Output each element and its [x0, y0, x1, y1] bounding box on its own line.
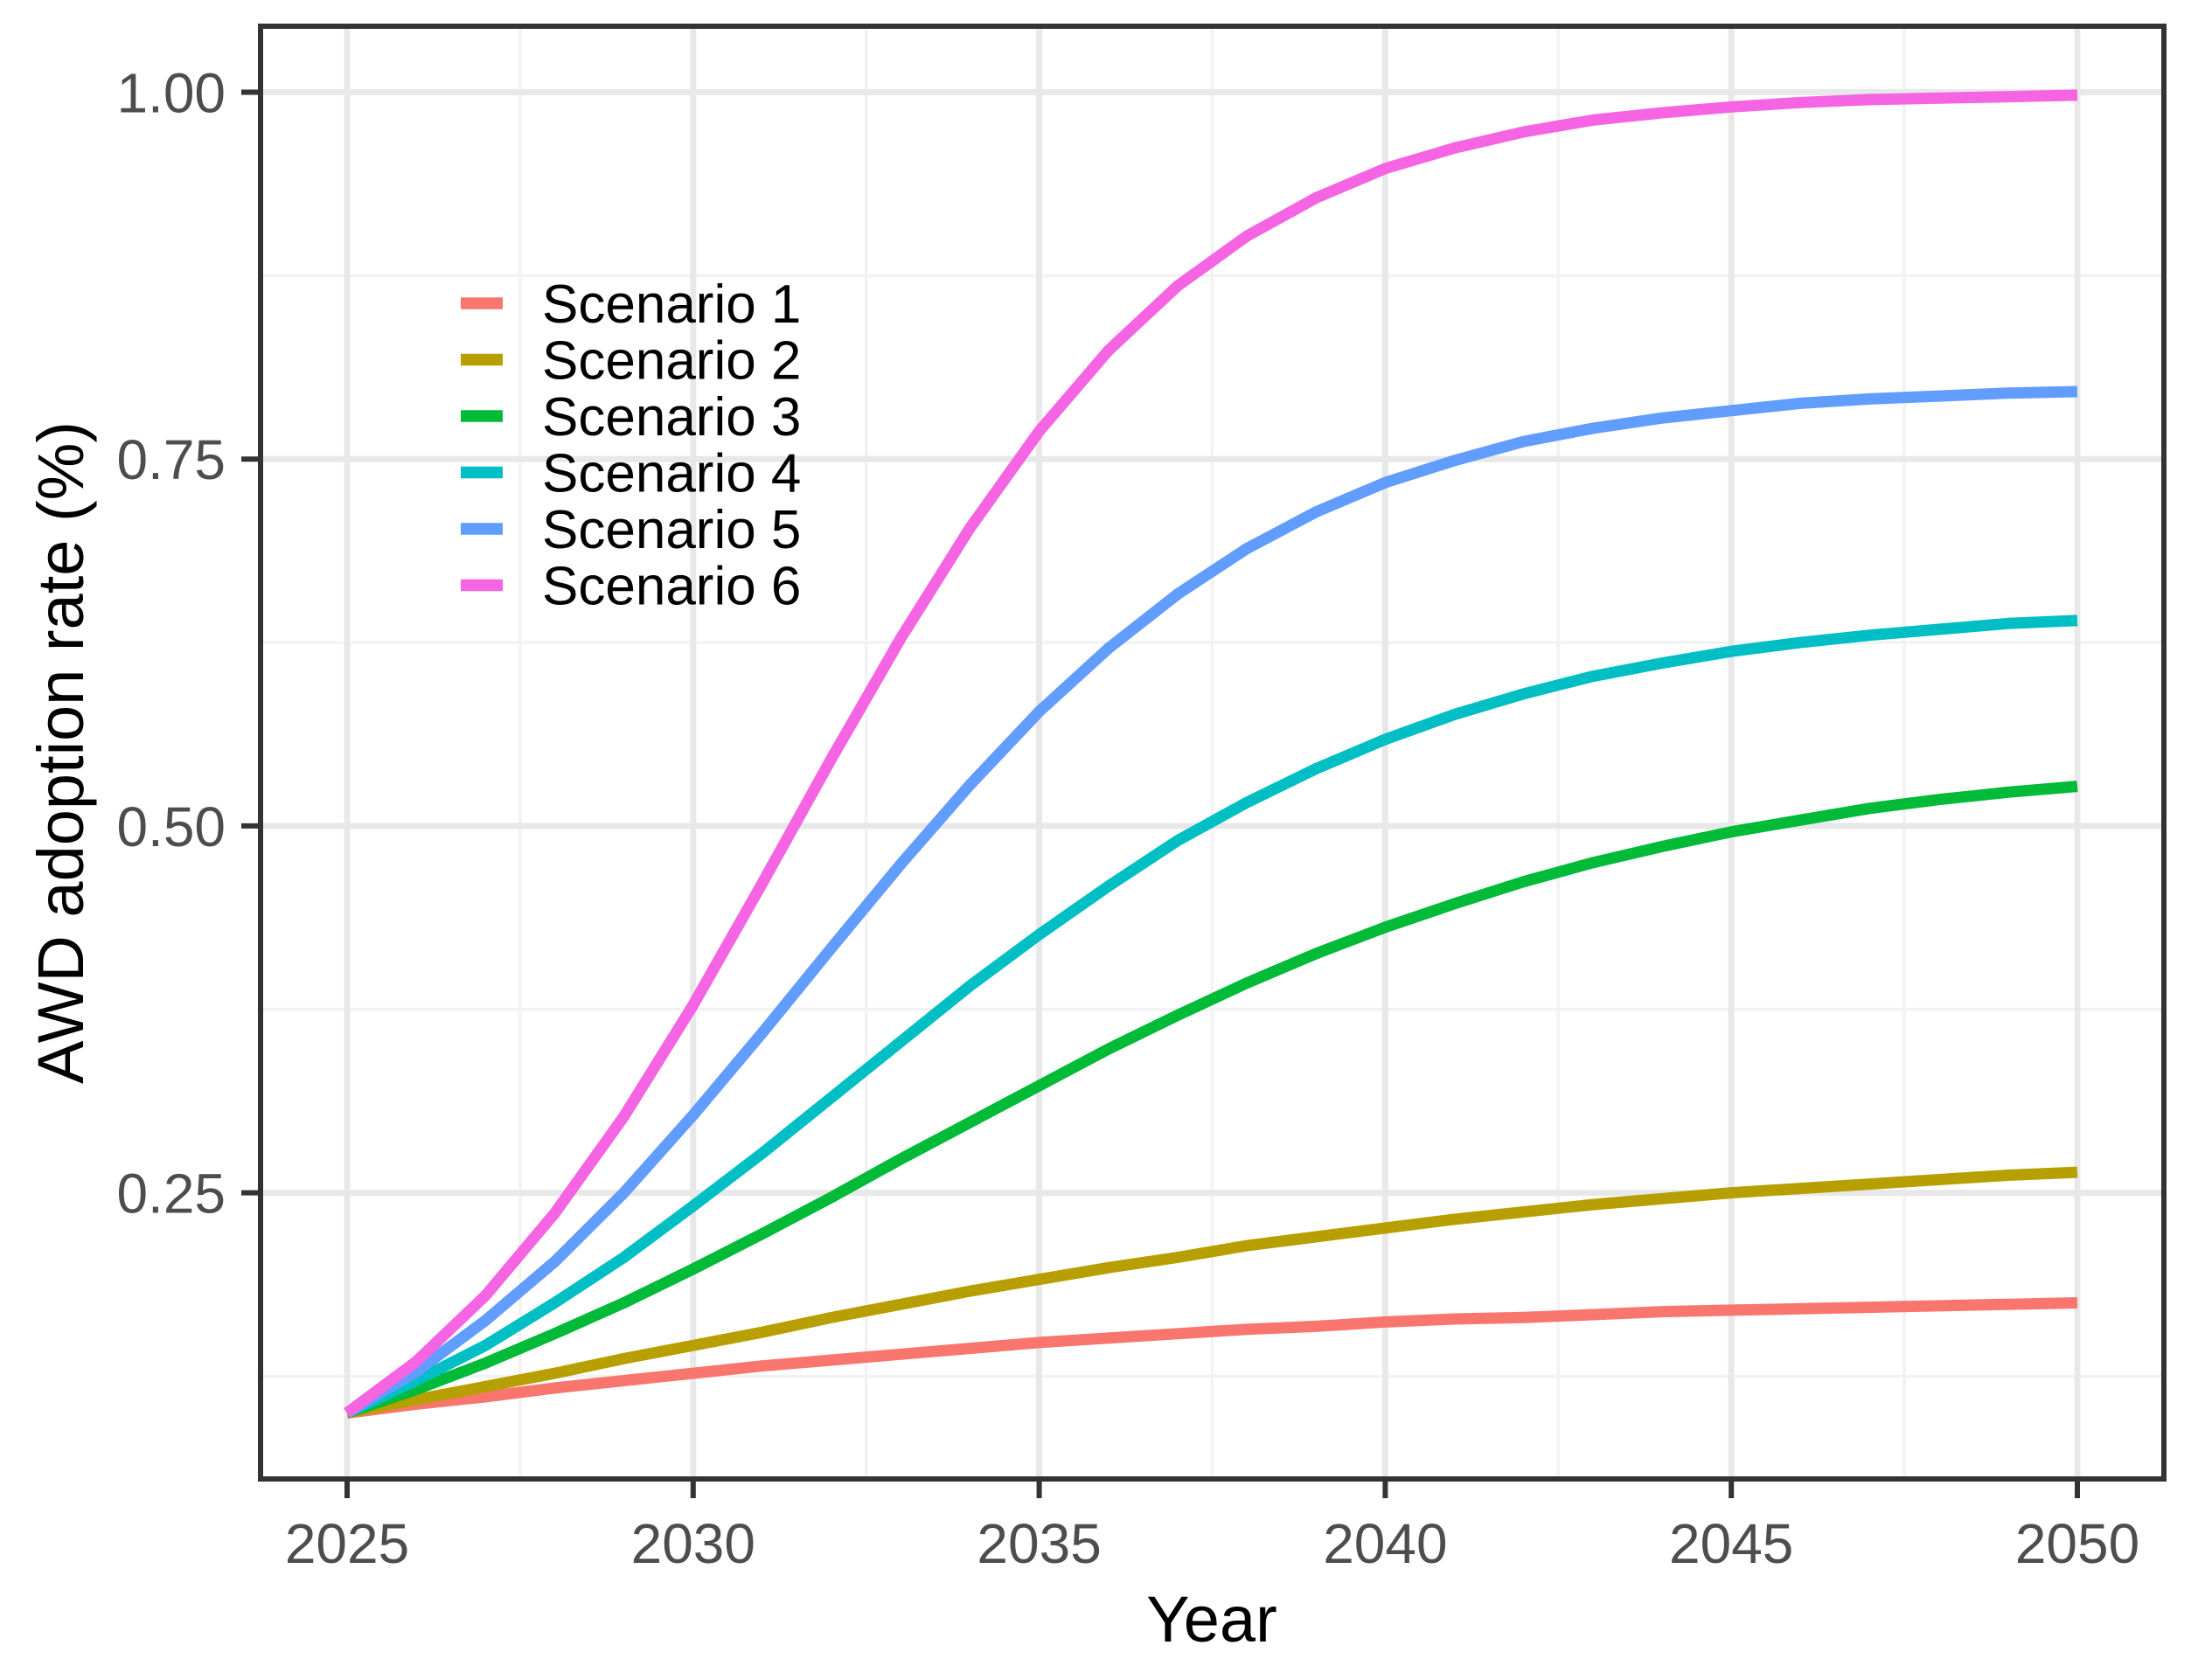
legend-item: Scenario 5 — [461, 500, 801, 560]
axis-ticks — [241, 89, 2080, 1498]
legend-label: Scenario 1 — [542, 274, 801, 335]
y-tick-label: 0.50 — [116, 795, 226, 858]
legend-item: Scenario 4 — [461, 444, 801, 504]
y-axis-title: AWD adoption rate (%) — [24, 421, 97, 1084]
x-tick-label: 2040 — [1323, 1512, 1447, 1575]
legend-label: Scenario 5 — [542, 500, 801, 560]
legend-item: Scenario 6 — [461, 557, 801, 617]
x-axis-title: Year — [1146, 1583, 1277, 1656]
y-tick-label: 1.00 — [116, 62, 226, 125]
series-line-scenario-5 — [344, 385, 2078, 1419]
legend-label: Scenario 3 — [542, 387, 801, 448]
legend-label: Scenario 2 — [542, 331, 801, 392]
legend-item: Scenario 1 — [461, 274, 801, 335]
panel-border — [258, 24, 2167, 1482]
legend-item: Scenario 3 — [461, 387, 801, 448]
y-tick-label: 0.75 — [116, 428, 226, 491]
x-tick-label: 2025 — [285, 1512, 409, 1575]
legend-item: Scenario 2 — [461, 331, 801, 392]
x-tick-label: 2035 — [977, 1512, 1101, 1575]
series-line-scenario-4 — [344, 614, 2078, 1419]
series-line-scenario-6 — [344, 89, 2078, 1418]
series-lines — [344, 89, 2078, 1419]
series-line-scenario-3 — [344, 781, 2078, 1419]
grid-major — [261, 26, 2164, 1479]
x-tick-label: 2050 — [2015, 1512, 2139, 1575]
x-tick-label: 2030 — [631, 1512, 755, 1575]
x-tick-label: 2045 — [1669, 1512, 1793, 1575]
series-line-scenario-1 — [346, 1297, 2078, 1419]
axis-tick-labels: 2025 2030 2035 2040 2045 2050 0.25 0.50 0.75 1.00 — [116, 62, 2139, 1576]
legend-label: Scenario 6 — [542, 557, 801, 617]
series-line-scenario-2 — [345, 1166, 2078, 1419]
y-tick-label: 0.25 — [116, 1163, 226, 1225]
legend-label: Scenario 4 — [542, 444, 801, 504]
